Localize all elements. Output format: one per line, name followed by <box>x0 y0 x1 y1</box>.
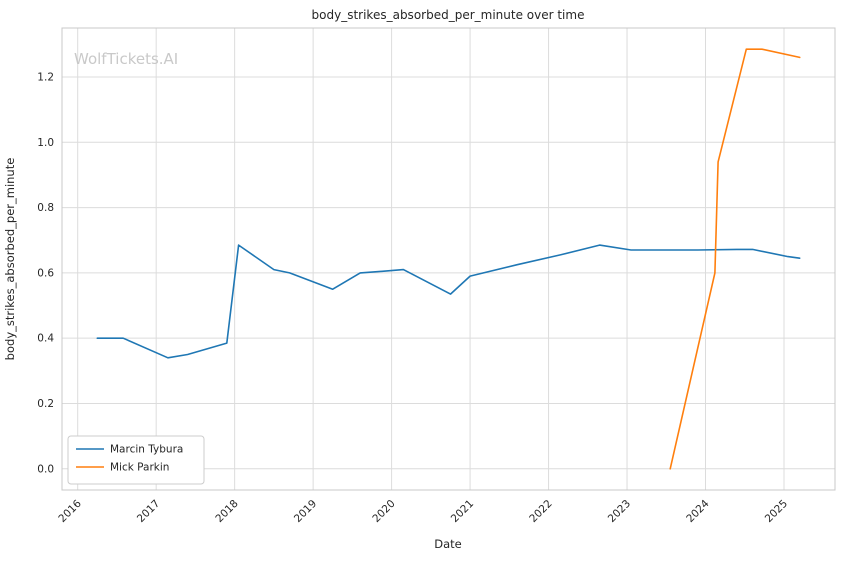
series-layer <box>96 48 801 470</box>
x-tick-label: 2016 <box>56 497 84 525</box>
series-line-0 <box>96 244 801 359</box>
x-tick-label: 2017 <box>135 498 162 525</box>
legend-label: Marcin Tybura <box>110 444 183 456</box>
y-tick-label: 0.6 <box>37 267 54 279</box>
y-tick-label: 1.2 <box>37 71 54 83</box>
y-tick-label: 0.2 <box>37 398 54 410</box>
x-axis-label: Date <box>434 537 462 551</box>
x-tick-label: 2024 <box>684 497 712 525</box>
legend-label: Mick Parkin <box>110 462 169 474</box>
legend-box <box>67 435 205 485</box>
x-tick-label: 2021 <box>449 498 476 525</box>
x-tick-label: 2018 <box>213 498 240 525</box>
x-tick-label: 2023 <box>606 498 633 525</box>
x-tick-label: 2025 <box>763 498 790 525</box>
grid-layer <box>62 28 835 490</box>
x-tick-label: 2020 <box>370 498 397 525</box>
y-tick-label: 0.0 <box>37 463 54 475</box>
axes-spines <box>61 27 836 491</box>
legend: Marcin Tybura Mick Parkin <box>67 435 205 485</box>
y-tick-label: 0.8 <box>37 202 54 214</box>
watermark-text: WolfTickets.AI <box>74 50 178 68</box>
series-line-1 <box>669 48 801 470</box>
x-tick-label: 2022 <box>527 498 554 525</box>
y-tick-label: 0.4 <box>37 333 54 345</box>
y-axis-label: body_strikes_absorbed_per_minute <box>3 158 17 361</box>
x-tick-label: 2019 <box>292 498 319 525</box>
chart-title: body_strikes_absorbed_per_minute over ti… <box>312 8 585 22</box>
y-tick-label: 1.0 <box>37 137 54 149</box>
